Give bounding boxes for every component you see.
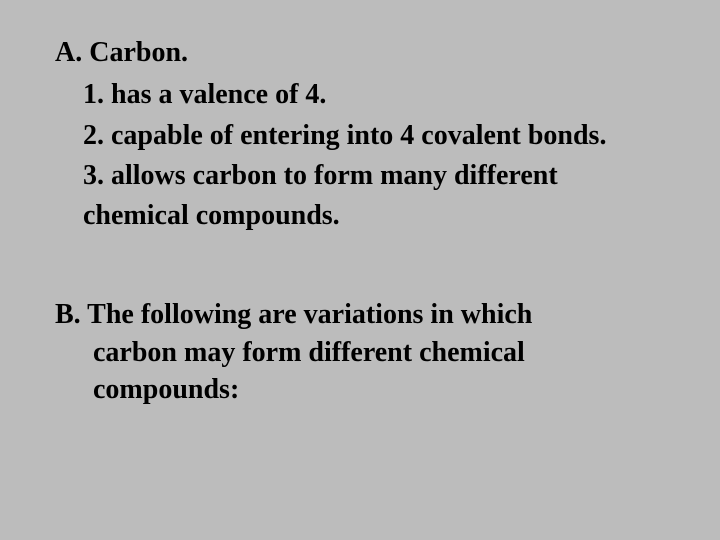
slide: A. Carbon. 1. has a valence of 4. 2. cap… (0, 0, 720, 540)
section-a-item-3-line2: chemical compounds. (83, 197, 665, 234)
section-b: B. The following are variations in which… (55, 296, 665, 408)
section-a-item-3-line1: 3. allows carbon to form many different (83, 157, 665, 194)
section-b-line-2: carbon may form different chemical (93, 334, 665, 371)
section-b-line-3: compounds: (93, 371, 665, 408)
section-a-heading: A. Carbon. (55, 35, 665, 71)
section-a-item-1: 1. has a valence of 4. (83, 76, 665, 113)
section-a-item-2: 2. capable of entering into 4 covalent b… (83, 117, 665, 154)
section-b-line-1: B. The following are variations in which (55, 296, 665, 333)
section-a: A. Carbon. 1. has a valence of 4. 2. cap… (55, 35, 665, 234)
